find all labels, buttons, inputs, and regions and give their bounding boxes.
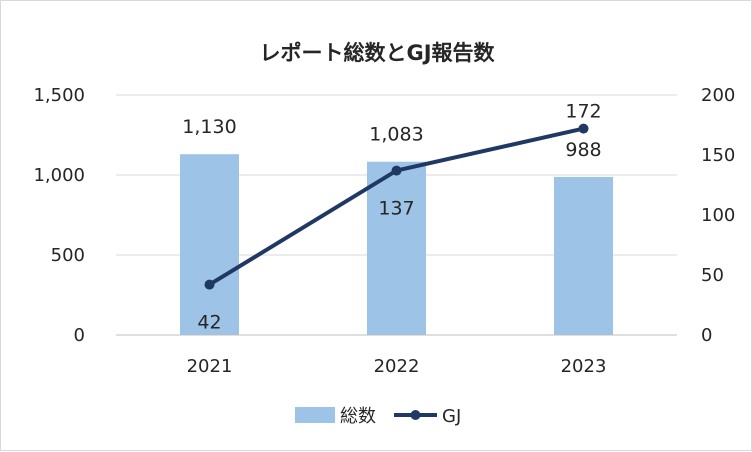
gj-point [578, 123, 589, 134]
bar [367, 161, 426, 335]
y-left-tick-label: 1,000 [33, 165, 85, 186]
bar-data-label: 1,083 [369, 124, 423, 146]
x-tick-label: 2022 [374, 356, 420, 377]
legend-label-line: GJ [442, 406, 461, 427]
bar [180, 154, 239, 335]
legend-label-bar: 総数 [340, 406, 376, 427]
y-right-tick-label: 150 [701, 145, 735, 166]
x-tick-label: 2021 [187, 356, 233, 377]
x-tick-label: 2023 [561, 356, 607, 377]
bar [554, 176, 613, 335]
gj-data-label: 172 [565, 101, 601, 123]
y-right-tick-label: 0 [701, 325, 712, 346]
gj-data-label: 42 [197, 312, 221, 334]
bar-data-label: 988 [565, 139, 601, 161]
legend: 総数 GJ [295, 406, 461, 427]
line-series [204, 123, 589, 290]
gj-point [391, 165, 402, 176]
y-left-tick-label: 0 [74, 325, 85, 346]
y-right-tick-label: 50 [701, 265, 724, 286]
gj-point [204, 279, 215, 290]
y-right-tick-label: 200 [701, 85, 735, 106]
axes: 0 500 1,000 1,500 0 50 100 150 200 2021 2022 2023 [33, 85, 735, 377]
legend-swatch-bar [295, 407, 335, 423]
bar-series [180, 154, 613, 335]
y-right-tick-label: 100 [701, 205, 735, 226]
y-left-tick-label: 1,500 [33, 85, 85, 106]
y-left-tick-label: 500 [51, 245, 85, 266]
data-labels: 1,130 1,083 988 42 137 172 [182, 101, 601, 334]
bar-data-label: 1,130 [182, 116, 236, 138]
legend-swatch-marker [410, 410, 421, 420]
chart-title: レポート総数とGJ報告数 [259, 41, 495, 65]
gj-data-label: 137 [378, 198, 414, 220]
